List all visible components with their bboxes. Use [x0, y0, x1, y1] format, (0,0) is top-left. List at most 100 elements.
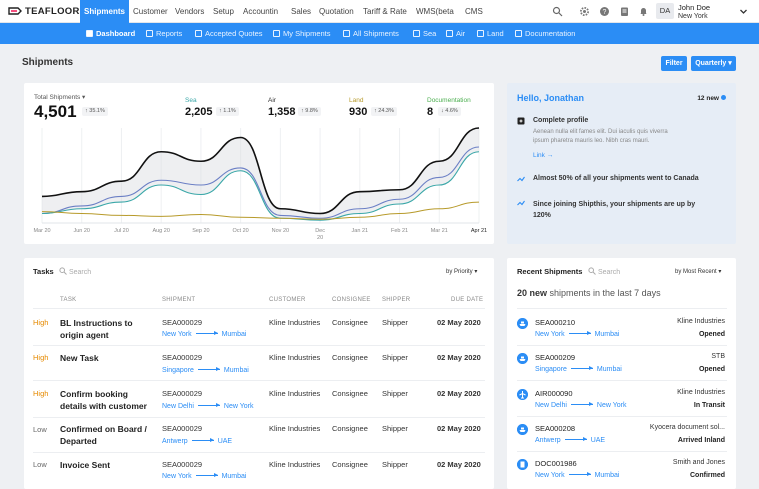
chart-series-line-0 — [41, 127, 480, 215]
total-shipments-label[interactable]: Total Shipments ▾ — [34, 94, 86, 101]
shipper-name: Shipper — [382, 460, 408, 469]
subnav-all-shipments[interactable]: All Shipments — [343, 29, 399, 38]
shipment-id[interactable]: AIR000090 — [535, 389, 573, 398]
subnav-air[interactable]: Air — [446, 29, 465, 38]
globe-icon — [343, 30, 350, 37]
help-icon[interactable]: ? — [599, 6, 610, 17]
page-title: Shipments — [22, 57, 74, 68]
period-dropdown[interactable]: Quarterly ▾ — [691, 56, 736, 71]
dashboard-icon — [86, 30, 93, 37]
due-date: 02 May 2020 — [437, 389, 481, 398]
task-name[interactable]: Confirmed on Board / Departed — [60, 424, 147, 446]
route-origin: Antwerp — [535, 437, 561, 444]
route-origin: Singapore — [535, 366, 567, 373]
task-name[interactable]: BL Instructions to origin agent — [60, 318, 133, 340]
shipment-route: New York Mumbai — [162, 331, 246, 338]
shipment-id[interactable]: SEA000029 — [162, 318, 203, 327]
document-icon — [515, 30, 522, 37]
insight-canada: Almost 50% of all your shipments went to… — [533, 175, 699, 182]
column-header-customer[interactable]: CUSTOMER — [269, 297, 306, 303]
ship-icon — [413, 30, 420, 37]
nav-tab-customer[interactable]: Customer — [133, 7, 168, 16]
route-destination: UAE — [217, 438, 233, 445]
shipment-id[interactable]: SEA000210 — [535, 318, 576, 327]
clipboard-icon[interactable] — [619, 6, 630, 17]
task-name[interactable]: New Task — [60, 353, 99, 363]
app-logo[interactable]: TEAFLOOR — [8, 6, 80, 17]
shipment-route: New Delhi New York — [535, 402, 626, 409]
route-origin: New York — [535, 472, 565, 479]
nav-tab-wms[interactable]: WMS(beta — [416, 7, 454, 16]
search-icon — [59, 267, 67, 275]
subnav-sea-label: Sea — [423, 29, 437, 38]
chart-x-tick-label: Feb 21 — [391, 228, 408, 234]
shipment-id[interactable]: SEA000029 — [162, 424, 203, 433]
subnav-land[interactable]: Land — [477, 29, 504, 38]
route-arrow-icon — [191, 438, 214, 442]
nav-tab-setup[interactable]: Setup — [213, 7, 234, 16]
nav-tab-tariff[interactable]: Tariff & Rate — [363, 7, 407, 16]
user-name[interactable]: John Doe — [678, 3, 711, 12]
column-header-consignee[interactable]: CONSIGNEE — [332, 297, 371, 303]
truck-icon — [477, 30, 484, 37]
documentation-value: 8 — [427, 106, 434, 118]
due-date: 02 May 2020 — [437, 318, 481, 327]
complete-profile-link[interactable]: Link → — [533, 152, 554, 159]
shipments-stats-card: Total Shipments ▾ 4,501 ↑ 35.1% Sea 2,20… — [24, 83, 494, 244]
total-shipments-label-text: Total Shipments — [34, 94, 81, 101]
subnav-sea[interactable]: Sea — [413, 29, 436, 38]
nav-tab-quotation[interactable]: Quotation — [319, 7, 354, 16]
column-header-due-date[interactable]: DUE DATE — [451, 297, 484, 303]
globe-icon — [273, 30, 280, 37]
priority-label: High — [33, 353, 49, 362]
nav-tab-vendors[interactable]: Vendors — [175, 7, 205, 16]
shipment-id[interactable]: SEA000029 — [162, 353, 203, 362]
subnav-reports[interactable]: Reports — [146, 29, 182, 38]
nav-tab-accounting[interactable]: Accountin — [243, 7, 279, 16]
nav-tab-cms[interactable]: CMS — [465, 7, 483, 16]
task-name[interactable]: Invoice Sent — [60, 460, 111, 470]
air-change-badge: ↑ 9.8% — [298, 107, 321, 116]
nav-tab-sales[interactable]: Sales — [291, 7, 312, 16]
customer-name: Kline Industries — [269, 424, 321, 433]
filter-button[interactable]: Filter — [661, 56, 687, 71]
svg-text:?: ? — [603, 9, 607, 16]
search-icon[interactable] — [552, 6, 563, 17]
chart-x-tick-label: Mar 20 — [33, 228, 50, 234]
subnav-my-shipments[interactable]: My Shipments — [273, 29, 331, 38]
task-name[interactable]: Confirm booking details with customer — [60, 389, 147, 411]
new-notifications-badge[interactable]: 12 new — [697, 95, 726, 102]
column-header-task[interactable]: TASK — [60, 297, 77, 303]
recent-search-input[interactable]: Search — [588, 267, 620, 276]
priority-label: High — [33, 389, 49, 398]
gear-icon[interactable] — [579, 6, 590, 17]
total-change-value: 35.1% — [89, 108, 105, 114]
avatar[interactable]: DA — [656, 3, 674, 19]
chevron-down-icon[interactable] — [739, 6, 748, 17]
shipment-id[interactable]: SEA000029 — [162, 389, 203, 398]
subnav-accepted-quotes[interactable]: Accepted Quotes — [195, 29, 263, 38]
route-destination: New York — [223, 403, 254, 410]
route-origin: Antwerp — [162, 438, 188, 445]
nav-tab-shipments[interactable]: Shipments — [80, 0, 129, 23]
tasks-search-input[interactable]: Search — [59, 267, 91, 276]
consignee-name: Consignee — [332, 424, 368, 433]
recent-sort-dropdown[interactable]: by Most Recent ▾ — [675, 269, 722, 275]
subnav-documentation[interactable]: Documentation — [515, 29, 575, 38]
shipment-id[interactable]: SEA000209 — [535, 353, 576, 362]
tasks-sort-dropdown[interactable]: by Priority ▾ — [446, 269, 478, 275]
shipment-id[interactable]: DOC001986 — [535, 459, 577, 468]
route-destination: Mumbai — [221, 331, 247, 338]
column-header-shipper[interactable]: SHIPPER — [382, 297, 411, 303]
subnav-dashboard[interactable]: Dashboard — [86, 29, 135, 38]
column-header-shipment[interactable]: SHIPMENT — [162, 297, 196, 303]
subnav-air-label: Air — [456, 29, 466, 38]
subnav-accepted-quotes-label: Accepted Quotes — [205, 29, 263, 38]
shipment-id[interactable]: SEA000208 — [535, 424, 576, 433]
tasks-card: Tasks Search by Priority ▾ TASK SHIPMENT… — [24, 258, 494, 489]
bell-icon[interactable] — [638, 6, 649, 17]
chart-x-tick-label: Sep 20 — [192, 228, 209, 234]
document-icon — [517, 459, 528, 470]
air-value: 1,358 — [268, 106, 296, 118]
shipment-id[interactable]: SEA000029 — [162, 460, 203, 469]
